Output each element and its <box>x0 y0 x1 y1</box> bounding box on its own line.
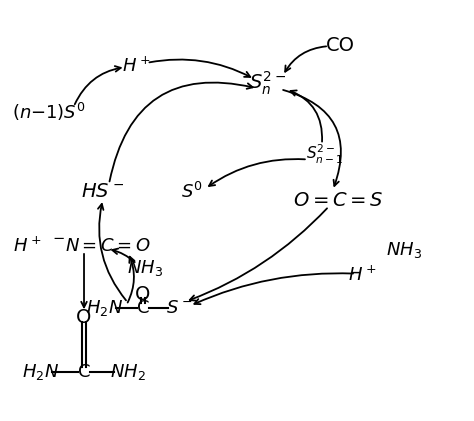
Text: $^-$: $^-$ <box>49 235 65 255</box>
Text: $N{=}C{=}O$: $N{=}C{=}O$ <box>65 237 150 255</box>
Text: C: C <box>78 362 90 381</box>
Text: CO: CO <box>326 36 355 55</box>
Text: $S_n^{2-}$: $S_n^{2-}$ <box>249 69 286 97</box>
Text: $H^+$: $H^+$ <box>348 266 376 285</box>
Text: O: O <box>76 308 91 327</box>
Text: $O{=}C{=}S$: $O{=}C{=}S$ <box>293 191 383 210</box>
Text: $HS^-$: $HS^-$ <box>82 182 124 201</box>
Text: $S^-$: $S^-$ <box>166 298 193 317</box>
Text: $NH_3$: $NH_3$ <box>127 258 163 278</box>
Text: $H^+$: $H^+$ <box>13 237 42 256</box>
Text: O: O <box>135 285 151 304</box>
Text: $S^0$: $S^0$ <box>182 181 203 202</box>
Text: $S_{n-1}^{2-}$: $S_{n-1}^{2-}$ <box>306 142 343 165</box>
Text: $H_2N$: $H_2N$ <box>22 362 59 381</box>
Text: $(n{-}1)S^0$: $(n{-}1)S^0$ <box>12 101 86 123</box>
Text: $H^+$: $H^+$ <box>122 56 150 76</box>
Text: $H_2N$: $H_2N$ <box>86 298 123 317</box>
Text: $NH_2$: $NH_2$ <box>110 362 146 381</box>
Text: $NH_3$: $NH_3$ <box>386 240 422 260</box>
Text: C: C <box>137 298 149 317</box>
